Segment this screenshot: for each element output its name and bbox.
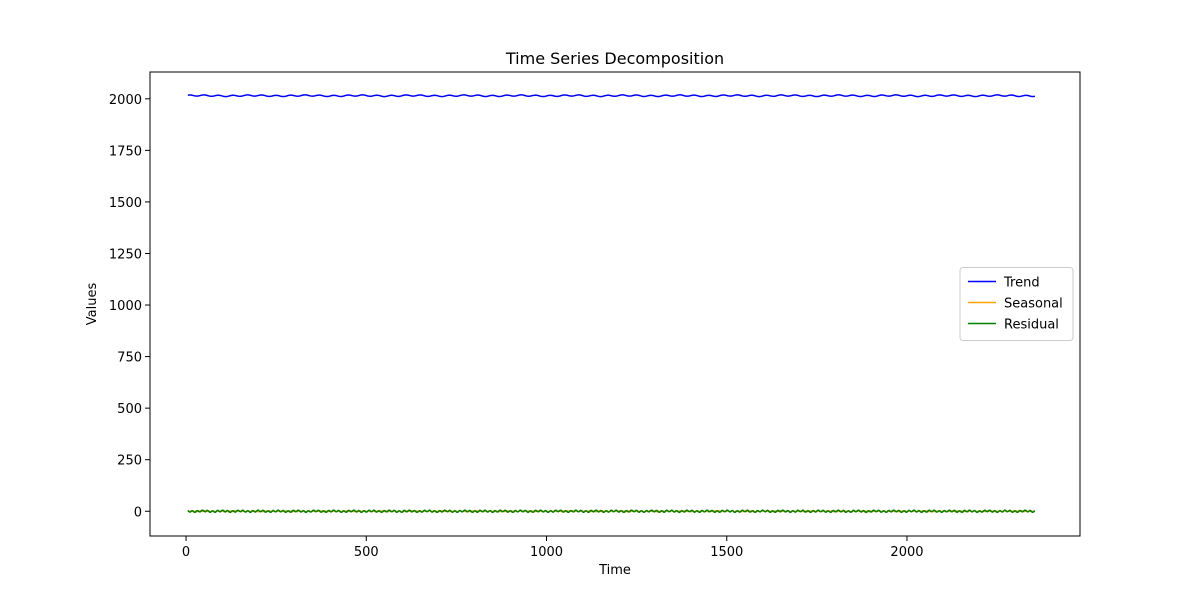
plot-lines <box>187 94 1036 514</box>
series-line-residual <box>187 509 1036 514</box>
legend-label-trend: Trend <box>1003 276 1040 291</box>
x-tick-label: 1000 <box>530 545 563 560</box>
y-tick-label: 750 <box>117 351 142 366</box>
series-line-trend <box>187 94 1036 98</box>
legend-box <box>959 267 1074 341</box>
y-tick-label: 0 <box>134 505 142 520</box>
x-tick-label: 2000 <box>890 545 923 560</box>
plot-frame <box>149 71 1081 537</box>
x-tick-label: 1500 <box>710 545 743 560</box>
x-tick-label: 500 <box>354 545 379 560</box>
y-tick-label: 1250 <box>109 247 142 262</box>
y-axis-label: Values <box>85 283 100 326</box>
y-tick-label: 250 <box>117 454 142 469</box>
chart-title: Time Series Decomposition <box>505 49 724 68</box>
x-tick-label: 0 <box>182 545 190 560</box>
y-tick-label: 1500 <box>109 196 142 211</box>
y-tick-label: 1750 <box>109 144 142 159</box>
y-tick-label: 2000 <box>109 93 142 108</box>
y-tick-label: 1000 <box>109 299 142 314</box>
legend-label-residual: Residual <box>1004 318 1059 333</box>
legend: Trend Seasonal Residual <box>959 267 1074 341</box>
legend-label-seasonal: Seasonal <box>1004 297 1063 312</box>
x-axis-label: Time <box>598 563 631 578</box>
y-tick-label: 500 <box>117 402 142 417</box>
axis-ticks: 0 500 1000 1500 2000 0 250 500 750 1000 1250 1500 17… <box>109 93 924 560</box>
